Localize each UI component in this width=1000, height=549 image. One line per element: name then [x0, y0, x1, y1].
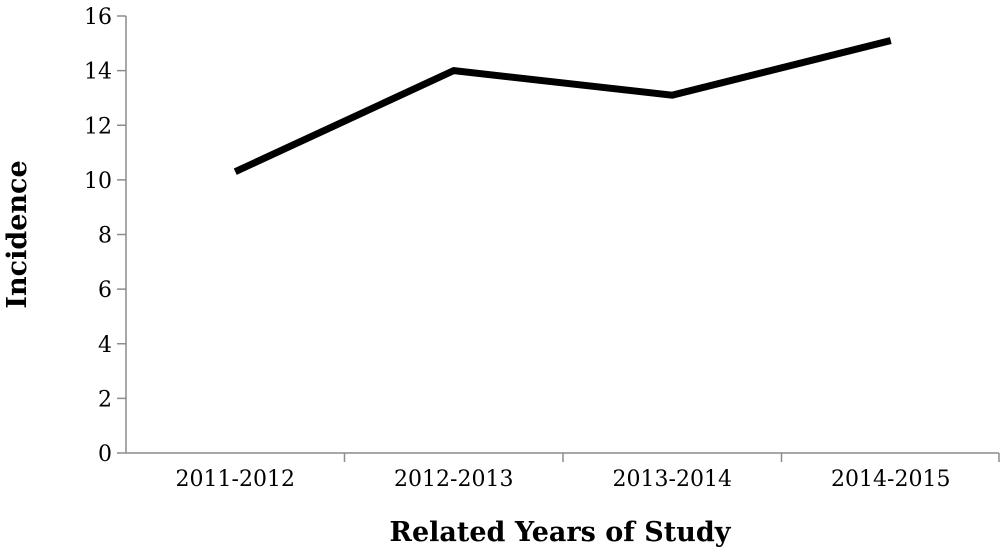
- y-tick-label: 10: [84, 169, 112, 194]
- y-axis-ticks: 0 2 4 6 8 10 12 14 16: [84, 5, 126, 467]
- y-tick-label: 2: [98, 387, 112, 412]
- x-axis-title: Related Years of Study: [390, 517, 732, 548]
- y-tick-label: 14: [84, 60, 112, 85]
- y-tick-label: 16: [84, 5, 112, 30]
- y-tick-label: 0: [98, 442, 112, 467]
- series-layer: [233, 37, 892, 175]
- x-tick-label: 2012-2013: [394, 467, 513, 492]
- y-tick-label: 8: [98, 224, 112, 249]
- y-tick-label: 6: [98, 278, 112, 303]
- y-tick-label: 12: [84, 114, 112, 139]
- x-axis-ticks: 2011-2012 2012-2013 2013-2014 2014-2015: [176, 453, 1000, 492]
- x-tick-label: 2013-2014: [613, 467, 732, 492]
- series-line: [233, 37, 892, 175]
- x-tick-label: 2014-2015: [831, 467, 950, 492]
- x-tick-label: 2011-2012: [176, 467, 295, 492]
- y-tick-label: 4: [98, 333, 112, 358]
- y-axis-title: Incidence: [2, 160, 33, 308]
